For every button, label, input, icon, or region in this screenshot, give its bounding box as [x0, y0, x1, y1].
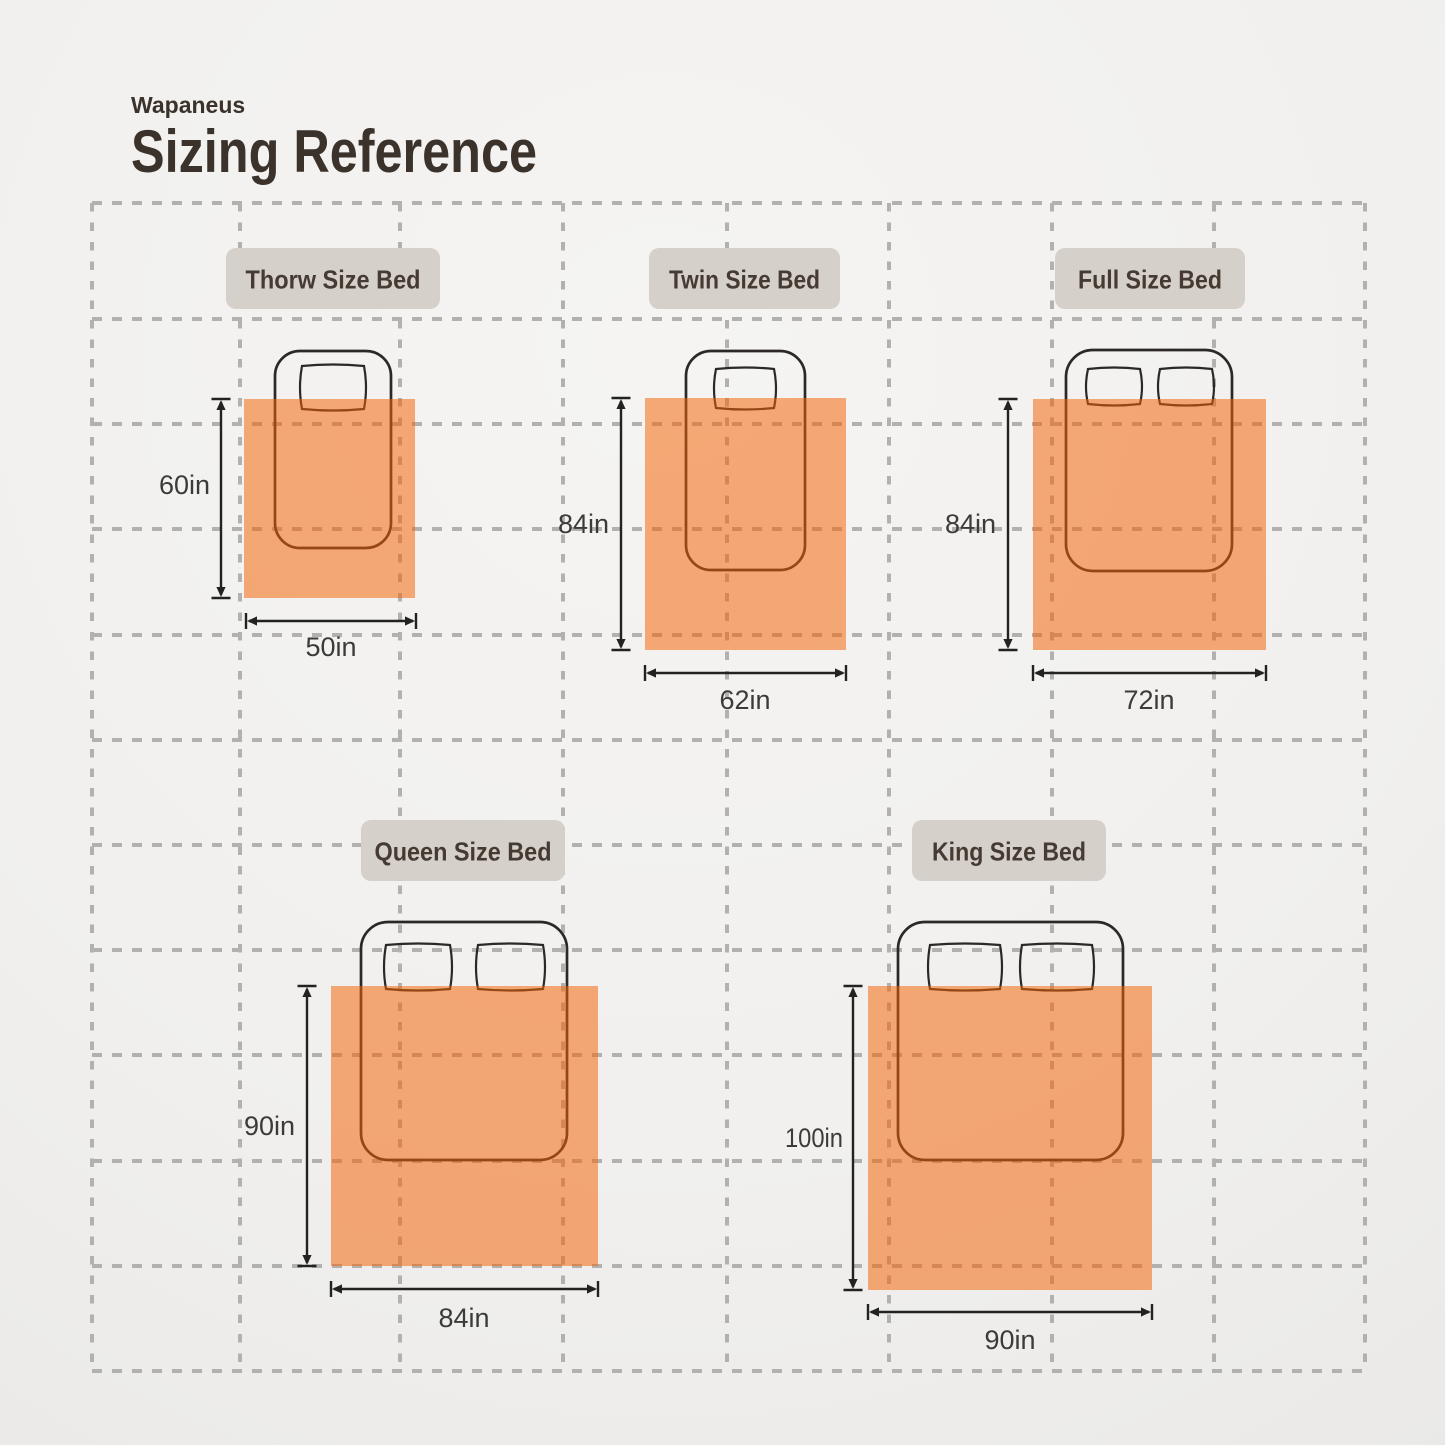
svg-text:100in: 100in — [785, 1123, 843, 1153]
svg-text:Queen Size Bed: Queen Size Bed — [375, 837, 552, 867]
svg-text:Wapaneus: Wapaneus — [131, 92, 245, 118]
svg-text:90in: 90in — [984, 1325, 1035, 1355]
svg-text:90in: 90in — [244, 1111, 295, 1141]
svg-text:Sizing Reference: Sizing Reference — [131, 118, 537, 185]
svg-text:King Size Bed: King Size Bed — [932, 837, 1086, 867]
svg-text:72in: 72in — [1123, 685, 1174, 715]
svg-text:Full Size Bed: Full Size Bed — [1078, 265, 1222, 295]
svg-text:50in: 50in — [305, 632, 356, 662]
svg-text:60in: 60in — [159, 470, 210, 500]
svg-text:84in: 84in — [558, 509, 609, 539]
svg-text:84in: 84in — [945, 509, 996, 539]
svg-text:Thorw Size Bed: Thorw Size Bed — [246, 265, 421, 295]
svg-text:62in: 62in — [719, 685, 770, 715]
svg-text:Twin Size Bed: Twin Size Bed — [669, 265, 820, 295]
svg-text:84in: 84in — [438, 1303, 489, 1333]
